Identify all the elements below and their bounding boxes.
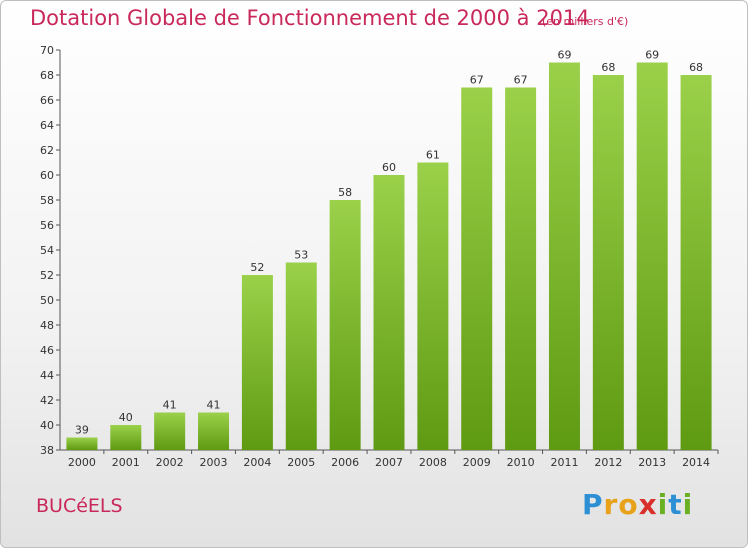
bar-2003 (198, 412, 230, 450)
bar-2014 (680, 75, 712, 450)
bar-2007 (373, 175, 405, 450)
chart-title: Dotation Globale de Fonctionnement de 20… (30, 6, 590, 30)
y-tick-label: 58 (40, 194, 54, 207)
bar-2004 (241, 275, 273, 450)
logo-letter: r (603, 488, 619, 521)
chart-subtitle: (en milliers d'€) (542, 15, 629, 28)
x-tick-label: 2009 (463, 456, 491, 469)
logo-letter: o (618, 488, 639, 521)
data-label-2012: 68 (601, 61, 615, 74)
data-label-2004: 52 (250, 261, 264, 274)
bar-2012 (592, 75, 624, 450)
x-tick-label: 2011 (550, 456, 578, 469)
x-tick-label: 2008 (419, 456, 447, 469)
bar-2013 (636, 62, 668, 450)
data-label-2006: 58 (338, 186, 352, 199)
y-tick-label: 42 (40, 394, 54, 407)
y-tick-label: 44 (40, 369, 54, 382)
bars (66, 62, 712, 450)
y-tick-label: 38 (40, 444, 54, 457)
y-axis: 38 40 42 44 46 48 50 52 54 56 58 60 62 64 66 68 70 (40, 44, 61, 457)
x-tick-label: 2004 (243, 456, 271, 469)
logo-letter: P (582, 488, 604, 521)
x-tick-label: 2014 (682, 456, 710, 469)
x-tick-label: 2007 (375, 456, 403, 469)
data-label-2011: 69 (557, 49, 571, 62)
data-label-2008: 61 (426, 149, 440, 162)
x-tick-label: 2001 (112, 456, 140, 469)
y-tick-label: 54 (40, 244, 54, 257)
data-label-2000: 39 (75, 424, 89, 437)
data-labels: 39 40 41 41 52 53 58 60 61 67 67 69 68 69 68 (75, 49, 703, 437)
data-label-2003: 41 (207, 399, 221, 412)
proxiti-logo: Proxiti (582, 488, 693, 521)
data-label-2010: 67 (514, 74, 528, 87)
logo-letter: x (638, 488, 658, 521)
bar-2009 (461, 87, 493, 450)
y-tick-label: 60 (40, 169, 54, 182)
data-label-2007: 60 (382, 161, 396, 174)
x-tick-label: 2013 (638, 456, 666, 469)
x-tick-label: 2002 (156, 456, 184, 469)
x-tick-label: 2000 (68, 456, 96, 469)
logo-letter: t (668, 488, 683, 521)
logo-letter: i (657, 488, 669, 521)
y-tick-label: 56 (40, 219, 54, 232)
logo-letter: i (682, 488, 694, 521)
y-tick-label: 62 (40, 144, 54, 157)
data-label-2001: 40 (119, 411, 133, 424)
y-tick-label: 48 (40, 319, 54, 332)
bar-2011 (548, 62, 580, 450)
data-label-2014: 68 (689, 61, 703, 74)
x-tick-label: 2012 (594, 456, 622, 469)
y-tick-label: 52 (40, 269, 54, 282)
x-tick-label: 2003 (200, 456, 228, 469)
y-tick-label: 46 (40, 344, 54, 357)
bar-2006 (329, 200, 361, 450)
bar-2010 (505, 87, 537, 450)
bar-2001 (110, 425, 142, 450)
y-tick-label: 66 (40, 94, 54, 107)
y-tick-label: 68 (40, 69, 54, 82)
x-tick-label: 2010 (507, 456, 535, 469)
x-tick-label: 2006 (331, 456, 359, 469)
bar-2005 (285, 262, 317, 450)
y-tick-label: 40 (40, 419, 54, 432)
data-label-2005: 53 (294, 249, 308, 262)
bar-2008 (417, 162, 449, 450)
data-label-2009: 67 (470, 74, 484, 87)
x-tick-label: 2005 (287, 456, 315, 469)
y-tick-label: 64 (40, 119, 54, 132)
bar-2002 (154, 412, 186, 450)
y-tick-label: 50 (40, 294, 54, 307)
data-label-2002: 41 (163, 399, 177, 412)
y-tick-label: 70 (40, 44, 54, 57)
data-label-2013: 69 (645, 49, 659, 62)
commune-name: BUCéELS (36, 495, 123, 517)
bar-2000 (66, 437, 98, 450)
x-axis: 2000 2001 2002 2003 2004 2005 2006 2007 2008 2009… (60, 449, 719, 469)
